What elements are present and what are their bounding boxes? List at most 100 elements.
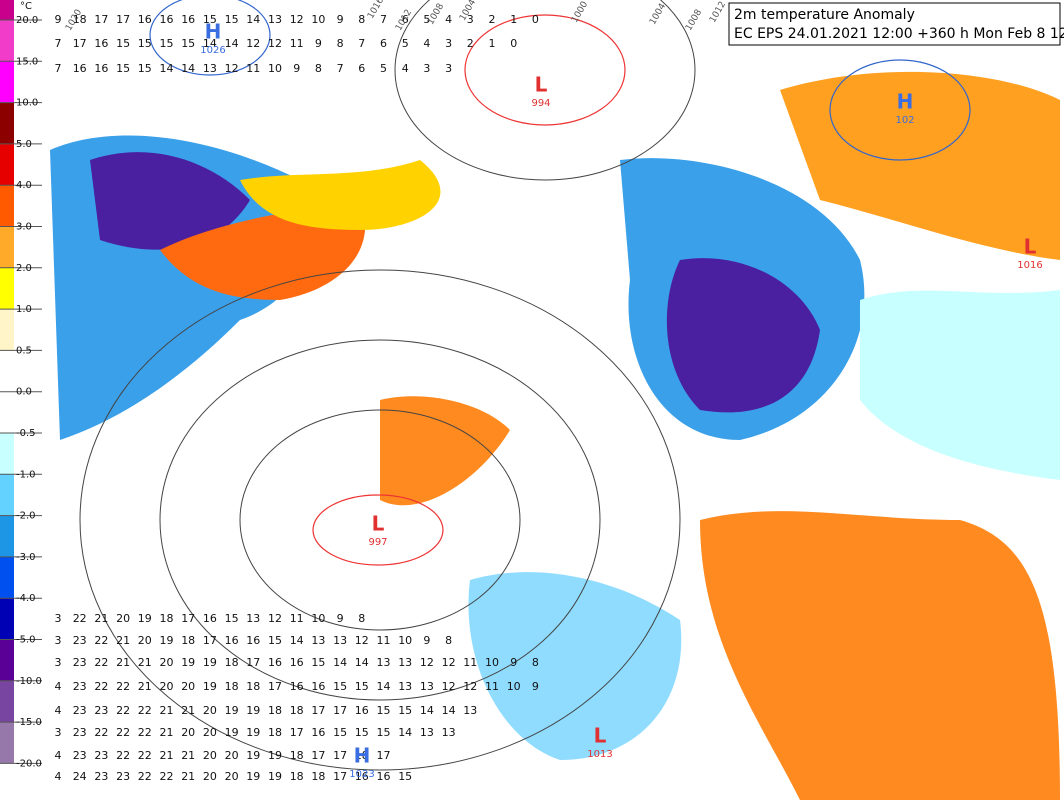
grid-value: 12	[442, 680, 456, 693]
pressure-value: 1026	[200, 45, 225, 56]
grid-value: 17	[246, 656, 260, 669]
colorbar-label: 20.0	[16, 15, 38, 26]
grid-value: 12	[463, 680, 477, 693]
grid-value: 19	[268, 770, 282, 783]
grid-value: 23	[73, 704, 87, 717]
grid-value: 18	[181, 634, 195, 647]
grid-value: 20	[160, 656, 174, 669]
grid-value: 18	[268, 726, 282, 739]
grid-value: 18	[225, 656, 239, 669]
grid-value: 18	[290, 749, 304, 762]
grid-value: 23	[94, 704, 108, 717]
grid-value: 6	[402, 13, 409, 26]
grid-value: 22	[116, 749, 130, 762]
grid-value: 8	[445, 634, 452, 647]
colorbar-label: 0.5	[16, 345, 32, 356]
grid-value: 14	[398, 726, 412, 739]
grid-value: 13	[420, 680, 434, 693]
grid-value: 23	[73, 726, 87, 739]
grid-value: 14	[333, 656, 347, 669]
colorbar: °C 20.0 15.0 10.0 5.0 4.0 3.0 2.0 1.0 0.5 0.0 -0.5 -…	[0, 0, 42, 800]
grid-value: 22	[138, 726, 152, 739]
title-frame	[728, 2, 1061, 46]
grid-value: 19	[246, 770, 260, 783]
grid-value: 17	[333, 704, 347, 717]
grid-value: 3	[55, 634, 62, 647]
grid-value: 7	[358, 37, 365, 50]
grid-value: 21	[181, 704, 195, 717]
colorbar-swatch	[0, 556, 14, 599]
colorbar-swatch	[0, 639, 14, 681]
grid-value: 14	[420, 704, 434, 717]
colorbar-label: -5.0	[16, 635, 36, 646]
grid-value: 4	[55, 770, 62, 783]
grid-value: 21	[116, 634, 130, 647]
colorbar-swatch	[0, 391, 14, 433]
grid-value: 16	[290, 656, 304, 669]
grid-value: 1	[510, 13, 517, 26]
grid-value: 24	[73, 770, 87, 783]
grid-value: 7	[380, 13, 387, 26]
grid-value: 11	[485, 680, 499, 693]
grid-value: 8	[358, 612, 365, 625]
pressure-value: 1016	[1017, 260, 1042, 271]
grid-value: 11	[463, 656, 477, 669]
title-line: EC EPS 24.01.2021 12:00 +360 h Mon Feb 8…	[734, 26, 1064, 42]
title-line: 2m temperature Anomaly	[734, 7, 915, 23]
grid-value: 19	[181, 656, 195, 669]
grid-value: 16	[355, 704, 369, 717]
pressure-value: 1013	[587, 749, 612, 760]
grid-value: 10	[311, 612, 325, 625]
grid-value: 12	[420, 656, 434, 669]
pressure-letter: H	[897, 90, 914, 114]
grid-value: 16	[246, 634, 260, 647]
grid-value: 9	[315, 37, 322, 50]
grid-value: 17	[290, 726, 304, 739]
grid-value: 16	[290, 680, 304, 693]
grid-value: 6	[358, 62, 365, 75]
grid-value: 22	[116, 726, 130, 739]
grid-value: 18	[160, 612, 174, 625]
grid-value: 3	[445, 62, 452, 75]
grid-value: 12	[442, 656, 456, 669]
grid-value: 15	[333, 680, 347, 693]
grid-value: 3	[55, 612, 62, 625]
pressure-value: 102	[895, 115, 914, 126]
grid-value: 2	[467, 37, 474, 50]
grid-value: 4	[55, 704, 62, 717]
grid-value: 20	[160, 680, 174, 693]
grid-value: 12	[246, 37, 260, 50]
grid-value: 7	[337, 62, 344, 75]
colorbar-swatch	[0, 474, 14, 516]
grid-value: 9	[337, 612, 344, 625]
grid-value: 21	[181, 749, 195, 762]
colorbar-label: 5.0	[16, 139, 32, 150]
colorbar-label: -1.0	[16, 469, 36, 480]
colorbar-swatch	[0, 433, 14, 475]
grid-value: 12	[225, 62, 239, 75]
grid-value: 11	[246, 62, 260, 75]
grid-value: 22	[138, 749, 152, 762]
grid-value: 23	[94, 749, 108, 762]
colorbar-label: -10.0	[16, 676, 42, 687]
grid-value: 20	[225, 770, 239, 783]
pressure-value: 1023	[349, 769, 374, 780]
grid-value: 14	[290, 634, 304, 647]
pressure-value: 997	[368, 537, 387, 548]
colorbar-swatch	[0, 680, 14, 723]
grid-value: 15	[225, 612, 239, 625]
grid-value: 13	[333, 634, 347, 647]
grid-value: 17	[181, 612, 195, 625]
grid-value: 12	[268, 37, 282, 50]
grid-value: 16	[73, 62, 87, 75]
grid-value: 17	[94, 13, 108, 26]
grid-value: 15	[203, 13, 217, 26]
pressure-letter: L	[372, 512, 385, 536]
grid-value: 15	[116, 37, 130, 50]
grid-value: 18	[355, 749, 369, 762]
title-box: 2m temperature Anomaly EC EPS 24.01.2021…	[728, 2, 1064, 46]
grid-value: 13	[398, 680, 412, 693]
colorbar-label: -4.0	[16, 593, 36, 604]
grid-value: 16	[94, 62, 108, 75]
